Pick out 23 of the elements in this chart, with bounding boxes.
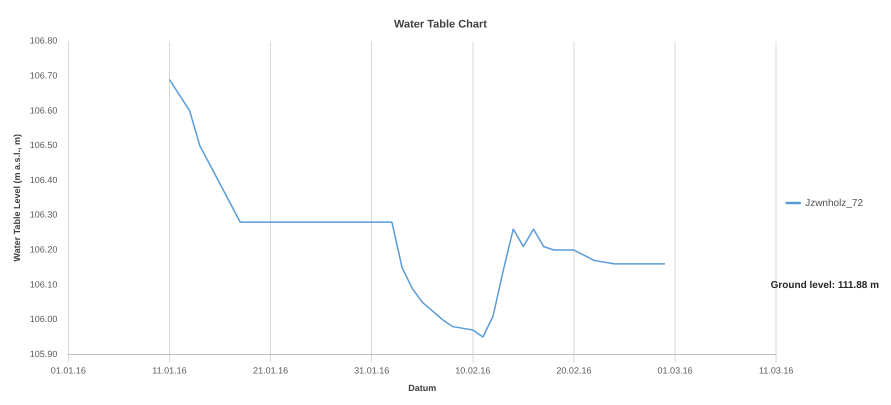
x-tick-label: 11.03.16 (759, 365, 794, 376)
y-tick-label: 106.50 (30, 140, 58, 150)
x-tick-label: 31.01.16 (354, 365, 390, 376)
y-axis-title: Water Table Level (m a.s.l., m) (12, 134, 22, 262)
x-tick-label: 21.01.16 (253, 365, 288, 376)
y-tick-label: 106.20 (30, 244, 58, 254)
x-axis-title: Datum (408, 383, 436, 394)
y-tick-label: 106.10 (30, 279, 58, 290)
y-tick-label: 106.70 (30, 70, 58, 80)
chart-title: Water Table Chart (394, 18, 488, 31)
x-tick-label: 20.02.16 (556, 365, 592, 376)
y-tick-label: 105.90 (30, 348, 58, 359)
y-tick-label: 106.30 (30, 210, 58, 220)
y-tick-label: 106.80 (30, 36, 58, 46)
y-tick-label: 106.00 (30, 314, 58, 324)
x-tick-label: 01.01.16 (50, 365, 86, 376)
x-tick-label: 01.03.16 (658, 365, 693, 376)
legend-label: Jzwnholz_72 (805, 198, 864, 209)
x-tick-label: 10.02.16 (455, 365, 490, 376)
y-tick-label: 106.60 (30, 105, 58, 116)
annotation: Ground level: 111.88 m (770, 280, 879, 291)
x-tick-label: 11.01.16 (152, 365, 187, 376)
y-tick-label: 106.40 (30, 174, 58, 185)
